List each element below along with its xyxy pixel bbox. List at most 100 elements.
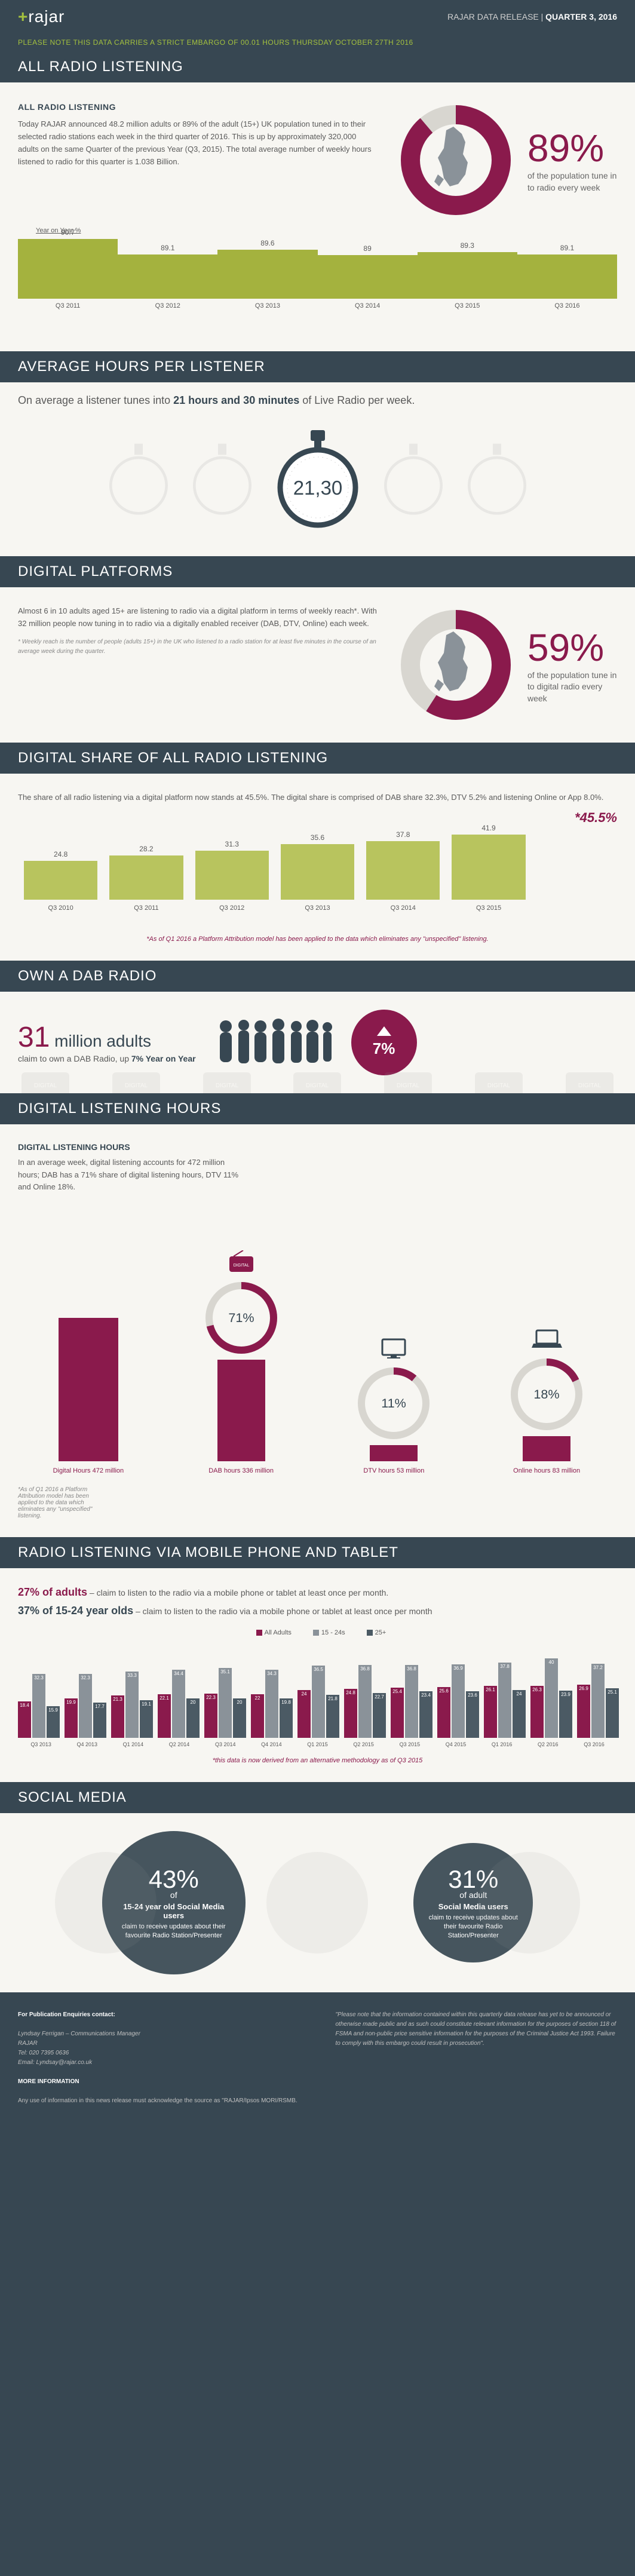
svg-text:DIGITAL: DIGITAL — [487, 1082, 511, 1089]
dab-subtitle: claim to own a DAB Radio, up 7% Year on … — [18, 1054, 196, 1063]
stopwatch-ghost-icon — [186, 437, 258, 520]
digital-pct-sub: of the population tune in to digital rad… — [527, 670, 617, 705]
all-radio-donut — [396, 100, 516, 220]
uk-map-icon — [434, 127, 468, 186]
svg-text:DIGITAL: DIGITAL — [233, 1264, 249, 1268]
section-title-social: SOCIAL MEDIA — [0, 1782, 635, 1813]
social-circle-left: 43% of 15-24 year old Social Media users… — [102, 1831, 246, 1974]
footer-more-heading: MORE INFORMATION — [18, 2078, 79, 2085]
all-radio-pct-sub: of the population tune in to radio every… — [527, 170, 617, 194]
mobile-bar-group: 22.134.420 — [158, 1670, 200, 1738]
social-circle-right: 31% of adult Social Media users claim to… — [413, 1843, 533, 1962]
share-bar: 35.6 — [275, 833, 360, 900]
svg-text:DIGITAL: DIGITAL — [125, 1082, 148, 1089]
brand-logo: +rajar — [18, 7, 65, 26]
section-title-mobile: RADIO LISTENING VIA MOBILE PHONE AND TAB… — [0, 1537, 635, 1568]
share-star-label: *45.5% — [575, 810, 617, 826]
mobile-bar-group: 22.335.120 — [204, 1668, 246, 1738]
share-bar: 24.8 — [18, 850, 103, 899]
logo-plus-icon: + — [18, 7, 28, 26]
dlh-item-col: 11%DTV hours 53 million — [324, 1333, 465, 1474]
svg-text:18%: 18% — [534, 1387, 560, 1402]
avg-hours-block: On average a listener tunes into 21 hour… — [0, 382, 635, 556]
section-title-digital: DIGITAL PLATFORMS — [0, 556, 635, 587]
stopwatch-ghost-icon — [461, 437, 533, 520]
dlh-item-col: DIGITAL71%DAB hours 336 million — [171, 1247, 312, 1474]
share-bar: 41.9 — [446, 824, 531, 900]
svg-text:DIGITAL: DIGITAL — [397, 1082, 420, 1089]
svg-text:DIGITAL: DIGITAL — [216, 1082, 239, 1089]
section-title-dlh: DIGITAL LISTENING HOURS — [0, 1093, 635, 1124]
social-block: 43% of 15-24 year old Social Media users… — [0, 1813, 635, 1992]
svg-text:71%: 71% — [228, 1310, 254, 1325]
all-radio-para: Today RAJAR announced 48.2 million adult… — [18, 118, 378, 168]
dlh-intro: In an average week, digital listening ac… — [18, 1157, 245, 1194]
dab-block: 31 million adults claim to own a DAB Rad… — [0, 992, 635, 1093]
dlh-block: DIGITAL LISTENING HOURS In an average we… — [0, 1124, 635, 1537]
section-title-avg-hours: AVERAGE HOURS PER LISTENER — [0, 351, 635, 382]
digital-big-pct: 59% — [527, 625, 617, 670]
stopwatch-ghost-icon — [103, 437, 174, 520]
yoy-bar: 90.7Q3 2011 — [18, 228, 118, 309]
digital-block: Almost 6 in 10 adults aged 15+ are liste… — [0, 587, 635, 743]
yoy-bar: 89Q3 2014 — [318, 244, 418, 309]
social-ghost-icon — [263, 1849, 371, 1956]
mobile-bar-group: 2234.319.8 — [251, 1670, 293, 1738]
mobile-bar-group: 25.436.823.4 — [391, 1665, 432, 1738]
dlh-item-col: 18%Online hours 83 million — [476, 1324, 617, 1474]
mobile-line-1: 27% of adults – claim to listen to the r… — [18, 1586, 617, 1599]
mobile-legend: All Adults 15 - 24s 25+ — [18, 1629, 617, 1636]
share-block: The share of all radio listening via a d… — [0, 774, 635, 961]
header-release-info: RAJAR DATA RELEASE | QUARTER 3, 2016 — [447, 12, 617, 22]
radio-ghost-icons: DIGITAL DIGITAL DIGITAL DIGITAL DIGITAL … — [0, 1063, 635, 1093]
all-radio-big-pct: 89% — [527, 126, 617, 170]
share-intro: The share of all radio listening via a d… — [18, 792, 617, 804]
stopwatch-icon: 21,30 — [270, 425, 366, 532]
mobile-bar-group: 24.836.822.7 — [344, 1665, 386, 1738]
laptop-icon — [476, 1324, 617, 1354]
mobile-bar-group: 21.333.319.1 — [111, 1672, 153, 1738]
page-footer: For Publication Enquiries contact: Lynds… — [0, 1992, 635, 2124]
dab-number: 31 million adults — [18, 1021, 196, 1054]
uk-map-icon — [434, 631, 468, 691]
mobile-footnote: *this data is now derived from an altern… — [18, 1757, 617, 1764]
dlh-total-col: Digital Hours 472 million — [18, 1212, 159, 1474]
share-bar: 28.2 — [103, 845, 189, 899]
digital-donut — [396, 605, 516, 725]
mobile-bar-group: 19.932.317.7 — [65, 1674, 106, 1738]
footer-disclaimer: "Please note that the information contai… — [336, 2010, 618, 2048]
mobile-bar-group: 26.34023.9 — [530, 1658, 572, 1738]
yoy-bar: 89.1Q3 2016 — [517, 244, 617, 309]
footer-ack: Any use of information in this news rele… — [18, 2096, 300, 2106]
digital-footnote: * Weekly reach is the number of people (… — [18, 637, 378, 657]
dlh-footnote: *As of Q1 2016 a Platform Attribution mo… — [18, 1486, 108, 1519]
mobile-chart: 18.432.315.919.932.317.721.333.319.122.1… — [18, 1642, 617, 1738]
mobile-bar-group: 18.432.315.9 — [18, 1674, 60, 1738]
share-bar: 31.3 — [189, 840, 275, 899]
stopwatch-ghost-icon — [378, 437, 449, 520]
share-bar: 37.8 — [360, 830, 446, 900]
mobile-bar-group: 26.937.225.1 — [577, 1664, 619, 1738]
legend-item: All Adults — [249, 1629, 292, 1636]
legend-item: 25+ — [360, 1629, 386, 1636]
svg-text:DIGITAL: DIGITAL — [578, 1082, 602, 1089]
footer-enquiries-heading: For Publication Enquiries contact: — [18, 2011, 115, 2018]
mobile-line-2: 37% of 15-24 year olds – claim to listen… — [18, 1605, 617, 1617]
avg-hours-text: On average a listener tunes into 21 hour… — [18, 394, 617, 407]
yoy-bar: 89.3Q3 2015 — [418, 241, 517, 309]
yoy-chart: Year on Year % 90.7Q3 201189.1Q3 201289.… — [18, 238, 617, 333]
embargo-notice: PLEASE NOTE THIS DATA CARRIES A STRICT E… — [0, 33, 635, 51]
footer-contact: Lyndsay Ferrigan – Communications Manage… — [18, 2029, 300, 2068]
section-title-share: DIGITAL SHARE OF ALL RADIO LISTENING — [0, 743, 635, 774]
mobile-bar-group: 25.636.923.6 — [437, 1664, 479, 1738]
yoy-bar: 89.1Q3 2012 — [118, 244, 217, 309]
mobile-categories: Q3 2013Q4 2013Q1 2014Q2 2014Q3 2014Q4 20… — [18, 1741, 617, 1747]
yoy-bar: 89.6Q3 2013 — [217, 239, 317, 309]
radio-icon: DIGITAL — [171, 1247, 312, 1277]
share-footnote: *As of Q1 2016 a Platform Attribution mo… — [18, 936, 617, 943]
svg-text:DIGITAL: DIGITAL — [306, 1082, 329, 1089]
svg-text:DIGITAL: DIGITAL — [34, 1082, 57, 1089]
tv-icon — [324, 1333, 465, 1363]
page-header: +rajar RAJAR DATA RELEASE | QUARTER 3, 2… — [0, 0, 635, 33]
legend-item: 15 - 24s — [306, 1629, 345, 1636]
